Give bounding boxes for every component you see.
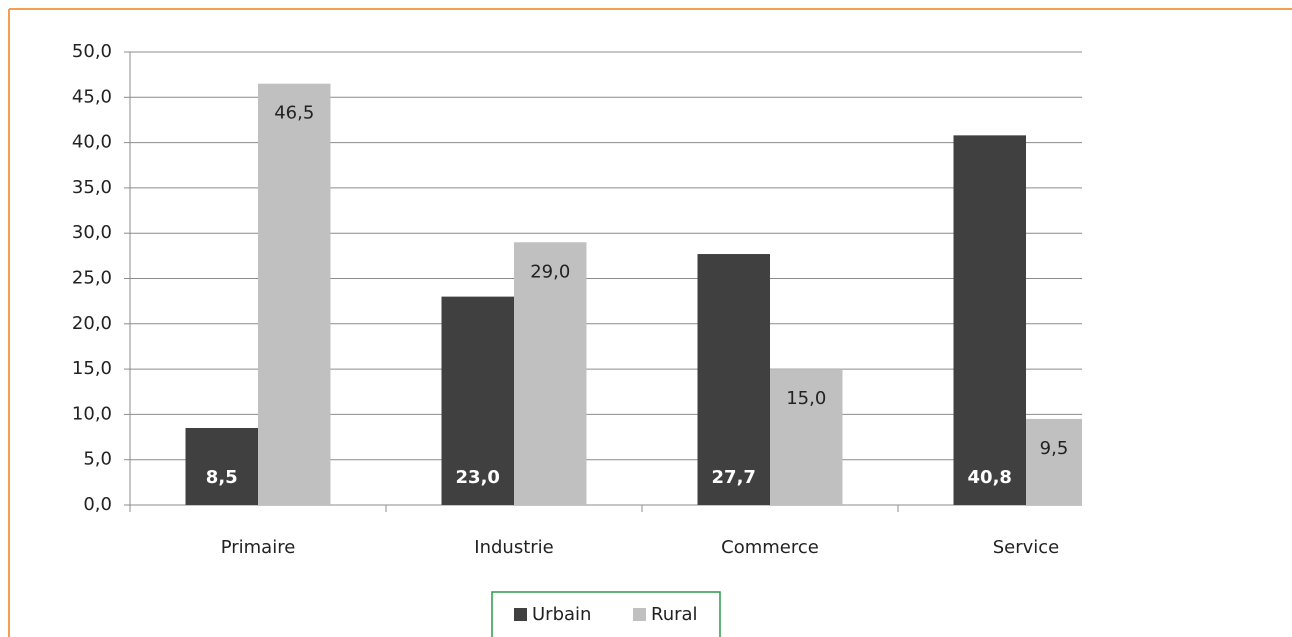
y-tick-label: 25,0 <box>72 268 112 289</box>
x-tick-label: Service <box>993 537 1060 558</box>
labels: 0,0 5,0 10,0 15,0 20,0 25,0 30,0 35,0 40,0 45,0 50… <box>72 41 1068 558</box>
bar <box>514 242 587 505</box>
data-label: 46,5 <box>274 103 314 124</box>
x-tick-label: Commerce <box>721 537 819 558</box>
legend-label: Rural <box>651 604 698 625</box>
x-tick-label: Industrie <box>474 537 553 558</box>
bar <box>185 427 258 505</box>
y-tick-label: 50,0 <box>72 41 112 62</box>
legend: Urbain Rural <box>514 604 698 625</box>
y-tick-label: 15,0 <box>72 358 112 379</box>
bar <box>1026 418 1082 505</box>
data-label: 9,5 <box>1040 438 1069 459</box>
data-label: 40,8 <box>968 467 1012 488</box>
legend-swatch <box>633 608 646 621</box>
data-label: 8,5 <box>206 467 238 488</box>
bar <box>770 369 843 505</box>
legend-swatch <box>514 608 527 621</box>
legend-label: Urbain <box>532 604 591 625</box>
data-label: 27,7 <box>712 467 756 488</box>
y-tick-label: 5,0 <box>83 449 112 470</box>
data-label: 15,0 <box>786 388 826 409</box>
bar <box>441 296 514 505</box>
y-tick-label: 40,0 <box>72 132 112 153</box>
y-tick-label: 10,0 <box>72 403 112 424</box>
data-label: 23,0 <box>456 467 500 488</box>
y-tick-label: 30,0 <box>72 222 112 243</box>
bar <box>953 135 1026 506</box>
bar <box>697 254 770 505</box>
y-tick-label: 0,0 <box>83 494 112 515</box>
legend-box <box>491 591 721 637</box>
y-tick-label: 20,0 <box>72 313 112 334</box>
bars <box>185 83 1082 506</box>
x-tick-label: Primaire <box>221 537 296 558</box>
y-tick-label: 35,0 <box>72 177 112 198</box>
bar <box>258 83 331 506</box>
y-tick-label: 45,0 <box>72 86 112 107</box>
data-label: 29,0 <box>530 261 570 282</box>
